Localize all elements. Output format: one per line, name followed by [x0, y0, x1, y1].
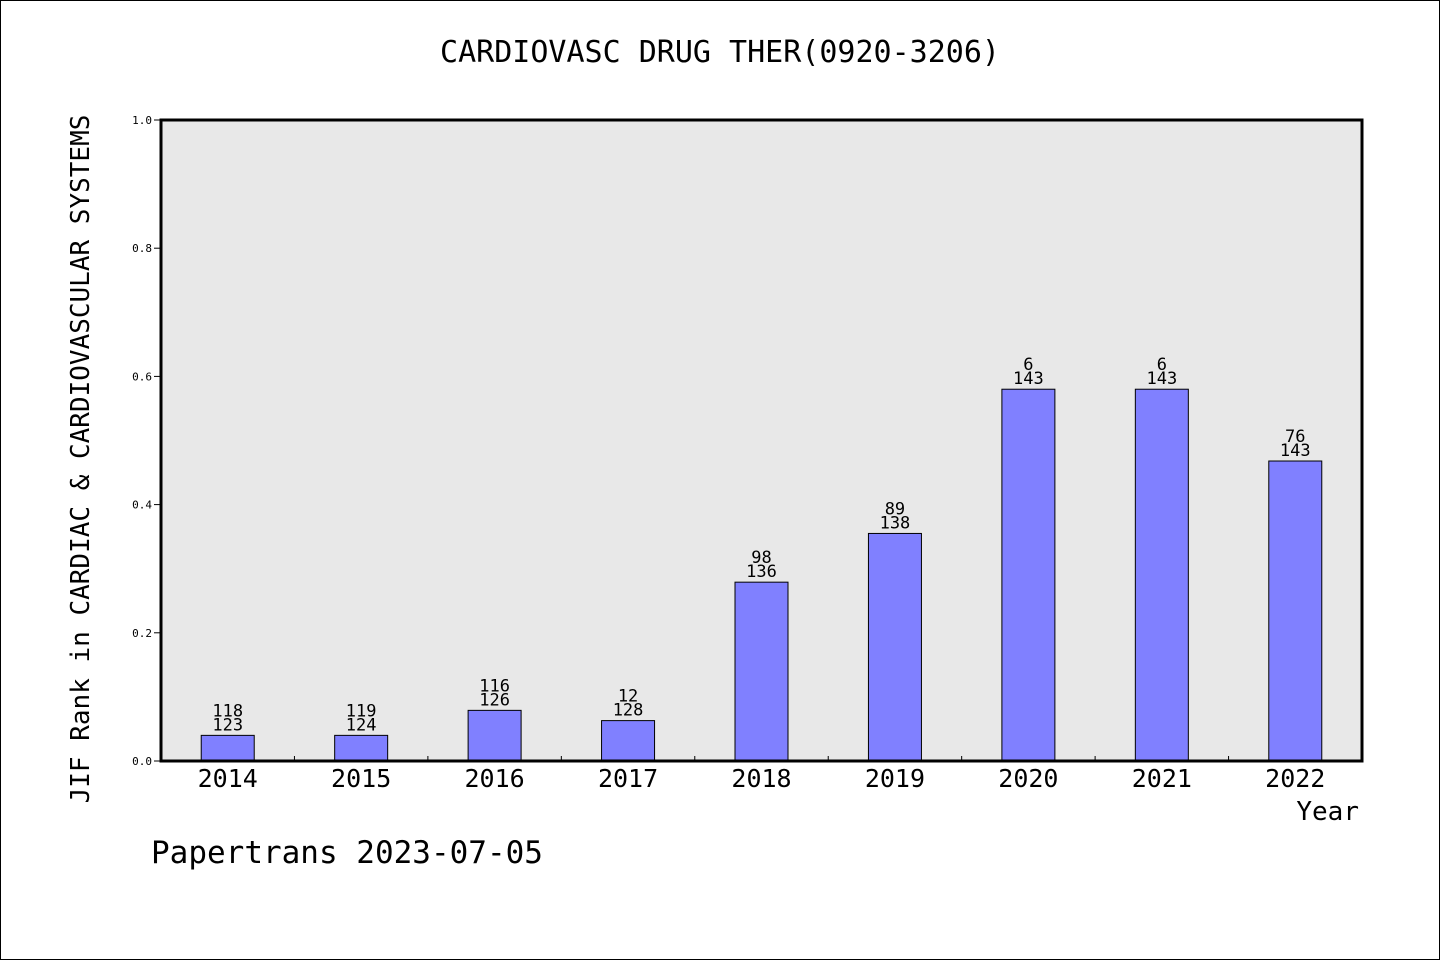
total-label: 124 — [346, 715, 377, 735]
chart-title: CARDIOVASC DRUG THER(0920-3206) — [440, 35, 1000, 70]
rank-label: 118 — [212, 701, 243, 721]
rank-label: 119 — [346, 701, 377, 721]
rank-label: 12 — [618, 687, 638, 707]
bar — [734, 581, 789, 762]
y-tick-label: 0.8 — [132, 242, 152, 255]
x-tick-label: 2019 — [865, 764, 925, 793]
total-label: 143 — [1146, 369, 1177, 389]
footer-credit: Papertrans 2023-07-05 — [151, 835, 543, 871]
rank-label: 76 — [1285, 427, 1305, 447]
x-tick-label: 2022 — [1265, 764, 1325, 793]
bar — [1268, 460, 1323, 762]
rank-label: 116 — [479, 676, 510, 696]
bar — [334, 734, 389, 762]
bar — [1134, 388, 1189, 762]
total-label: 123 — [212, 715, 243, 735]
rank-label: 6 — [1157, 355, 1167, 375]
total-label: 128 — [613, 701, 644, 721]
total-label: 138 — [880, 513, 911, 533]
bar — [1001, 388, 1056, 762]
total-label: 136 — [746, 562, 777, 582]
plot-border — [159, 118, 1364, 763]
x-axis-title: Year — [1296, 797, 1359, 827]
total-label: 143 — [1280, 441, 1311, 461]
x-tick-label: 2020 — [998, 764, 1058, 793]
x-tick-label: 2014 — [198, 764, 258, 793]
bar — [867, 532, 922, 762]
total-label: 143 — [1013, 369, 1044, 389]
total-label: 126 — [479, 690, 510, 710]
y-tick-label: 0.6 — [132, 370, 152, 383]
rank-label: 98 — [751, 548, 771, 568]
x-tick-label: 2016 — [465, 764, 525, 793]
y-tick-label: 0.2 — [132, 627, 152, 640]
x-tick-label: 2015 — [331, 764, 391, 793]
x-tick-label: 2018 — [731, 764, 791, 793]
rank-label: 89 — [885, 499, 905, 519]
x-tick-label: 2017 — [598, 764, 658, 793]
x-tick-label: 2021 — [1132, 764, 1192, 793]
y-tick-label: 0.0 — [132, 755, 152, 768]
bar — [467, 709, 522, 762]
rank-label: 6 — [1023, 355, 1033, 375]
y-tick-label: 1.0 — [132, 114, 152, 127]
bar — [200, 734, 255, 762]
bar — [601, 720, 656, 762]
y-tick-label: 0.4 — [132, 499, 152, 512]
